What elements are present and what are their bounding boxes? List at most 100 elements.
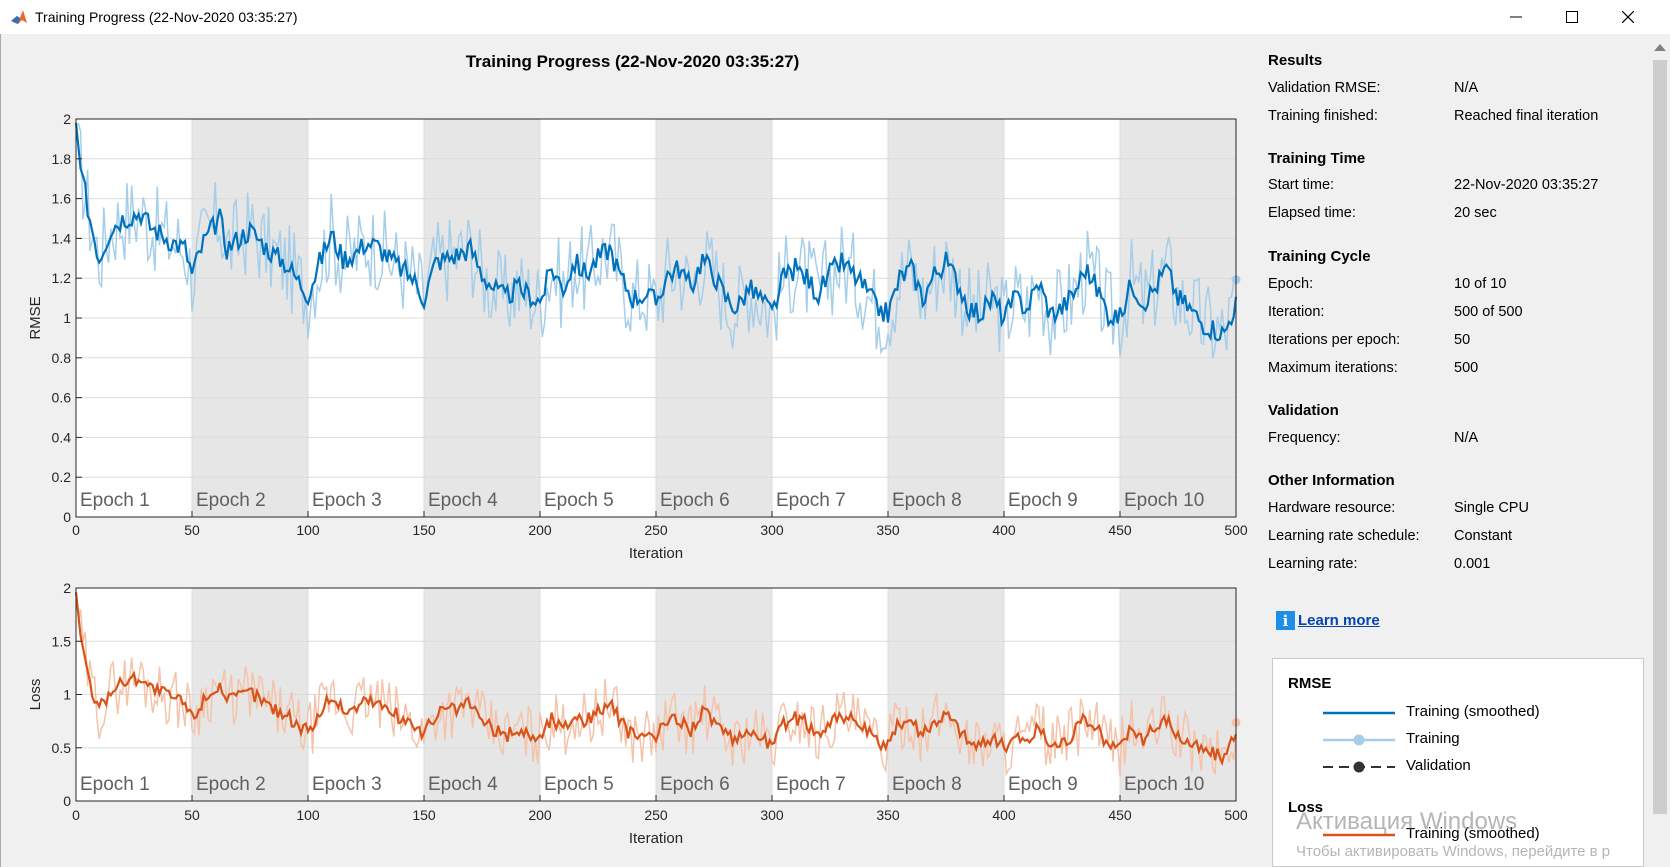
legend-panel: RMSE Training (smoothed) Training Valida…: [1272, 658, 1644, 867]
loss-x-tick-label: 200: [528, 807, 552, 823]
learning-rate-value: 0.001: [1454, 556, 1491, 572]
loss-x-tick-label: 500: [1224, 807, 1248, 823]
rmse-epoch-label: Epoch 3: [312, 490, 382, 511]
rmse-epoch-label: Epoch 9: [1008, 490, 1078, 511]
rmse-y-tick-label: 0.8: [52, 350, 72, 366]
rmse-x-tick-label: 0: [72, 522, 80, 538]
close-icon: [1622, 11, 1634, 23]
loss-y-tick-label: 2: [63, 580, 71, 596]
loss-x-tick-label: 400: [992, 807, 1016, 823]
loss-y-tick-label: 0: [63, 793, 71, 809]
window-title: Training Progress (22-Nov-2020 03:35:27): [35, 9, 298, 25]
loss-x-tick-label: 50: [184, 807, 200, 823]
legend-rmse-training: Training: [1406, 730, 1460, 747]
legend-loss-smoothed-swatch: [1323, 833, 1395, 837]
learning-rate-schedule-label: Learning rate schedule:: [1268, 528, 1420, 544]
loss-epoch-label: Epoch 2: [196, 774, 266, 795]
loss-y-tick-label: 1: [63, 687, 71, 703]
training-finished-label: Training finished:: [1268, 108, 1378, 124]
start-time-label: Start time:: [1268, 177, 1335, 193]
activation-watermark: Активация Windows: [1296, 808, 1518, 835]
elapsed-time-label: Elapsed time:: [1268, 205, 1356, 221]
learn-more-link[interactable]: Learn more: [1298, 612, 1380, 629]
rmse-x-tick-label: 200: [528, 522, 552, 538]
validation-rmse-value: N/A: [1454, 80, 1479, 96]
loss-epoch-label: Epoch 6: [660, 774, 730, 795]
validation-rmse-label: Validation RMSE:: [1268, 80, 1381, 96]
rmse-x-tick-label: 350: [876, 522, 900, 538]
loss-x-tick-label: 250: [644, 807, 668, 823]
rmse-x-tick-label: 250: [644, 522, 668, 538]
maximize-button[interactable]: [1544, 0, 1600, 34]
close-button[interactable]: [1600, 0, 1656, 34]
loss-epoch-label: Epoch 5: [544, 774, 614, 795]
loss-epoch-label: Epoch 9: [1008, 774, 1078, 795]
epoch-value: 10 of 10: [1454, 276, 1507, 292]
legend-loss-training-smoothed: Training (smoothed): [1406, 825, 1540, 842]
rmse-epoch-label: Epoch 7: [776, 490, 846, 511]
rmse-y-tick-label: 1.6: [52, 191, 72, 207]
rmse-y-tick-label: 1: [63, 310, 71, 326]
legend-rmse-training-swatch: [1323, 734, 1395, 746]
vertical-scrollbar[interactable]: [1650, 34, 1670, 867]
rmse-epoch-label: Epoch 10: [1124, 490, 1204, 511]
rmse-y-tick-label: 1.2: [52, 270, 72, 286]
legend-rmse-validation-swatch: [1323, 761, 1395, 773]
rmse-chart: Epoch 1 Epoch 2 Epoch 3 Epoch 4 Epoch 5 Epoch…: [27, 111, 1248, 560]
learn-more-link-group[interactable]: i Learn more: [1276, 611, 1380, 630]
rmse-epoch-label: Epoch 4: [428, 490, 498, 511]
rmse-y-tick-label: 2: [63, 111, 71, 127]
loss-y-axis-label: Loss: [27, 679, 44, 711]
rmse-x-tick-label: 150: [412, 522, 436, 538]
info-icon[interactable]: i: [1276, 611, 1295, 630]
rmse-y-tick-label: 0: [63, 509, 71, 525]
learning-rate-schedule-value: Constant: [1454, 528, 1513, 544]
rmse-epoch-label: Epoch 1: [80, 490, 150, 511]
minimize-button[interactable]: [1488, 0, 1544, 34]
training-time-heading: Training Time: [1268, 150, 1366, 167]
rmse-y-tick-label: 1.8: [52, 151, 72, 167]
rmse-epoch-label: Epoch 6: [660, 490, 730, 511]
window-border: [0, 34, 1, 867]
rmse-x-tick-label: 450: [1108, 522, 1132, 538]
maximum-iterations-value: 500: [1454, 360, 1479, 376]
validation-heading: Validation: [1268, 402, 1339, 419]
loss-x-tick-label: 300: [760, 807, 784, 823]
loss-epoch-label: Epoch 10: [1124, 774, 1204, 795]
loss-epoch-label: Epoch 3: [312, 774, 382, 795]
loss-x-tick-label: 450: [1108, 807, 1132, 823]
loss-x-tick-label: 0: [72, 807, 80, 823]
rmse-x-axis-label: Iteration: [629, 545, 683, 560]
frequency-value: N/A: [1454, 430, 1479, 446]
training-finished-value: Reached final iteration: [1454, 108, 1599, 124]
scroll-thumb[interactable]: [1653, 60, 1667, 814]
start-time-value: 22-Nov-2020 03:35:27: [1454, 177, 1599, 193]
hardware-resource-value: Single CPU: [1454, 500, 1529, 516]
matlab-icon: [11, 10, 27, 24]
rmse-x-tick-label: 400: [992, 522, 1016, 538]
iteration-value: 500 of 500: [1454, 304, 1523, 320]
rmse-x-tick-label: 500: [1224, 522, 1248, 538]
rmse-epoch-label: Epoch 5: [544, 490, 614, 511]
rmse-x-tick-label: 100: [296, 522, 320, 538]
loss-x-tick-label: 350: [876, 807, 900, 823]
iteration-label: Iteration:: [1268, 304, 1325, 320]
results-heading: Results: [1268, 52, 1323, 69]
plot-title: Training Progress (22-Nov-2020 03:35:27): [465, 52, 800, 71]
iterations-per-epoch-label: Iterations per epoch:: [1268, 332, 1401, 348]
rmse-y-axis-label: RMSE: [27, 296, 44, 339]
epoch-label: Epoch:: [1268, 276, 1314, 292]
loss-y-tick-label: 1.5: [52, 633, 72, 649]
elapsed-time-value: 20 sec: [1454, 205, 1497, 221]
rmse-x-tick-label: 50: [184, 522, 200, 538]
scroll-up-arrow-icon[interactable]: [1654, 44, 1666, 51]
frequency-label: Frequency:: [1268, 430, 1341, 446]
loss-epoch-label: Epoch 1: [80, 774, 150, 795]
legend-rmse-validation: Validation: [1406, 757, 1471, 774]
legend-loss-heading: Loss: [1288, 799, 1324, 816]
rmse-y-tick-label: 0.2: [52, 469, 72, 485]
maximize-icon: [1566, 11, 1578, 23]
rmse-y-tick-label: 0.6: [52, 390, 72, 406]
activation-watermark-subtitle: Чтобы активировать Windows, перейдите в …: [1296, 843, 1611, 860]
minimize-icon: [1510, 16, 1522, 18]
